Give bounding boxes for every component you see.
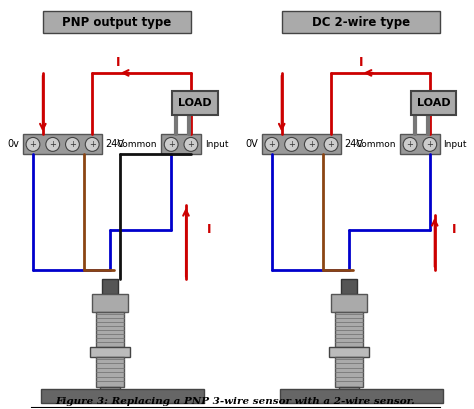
Bar xyxy=(96,357,124,387)
Bar xyxy=(339,387,359,395)
Text: DC 2-wire type: DC 2-wire type xyxy=(311,16,410,29)
Text: PNP output type: PNP output type xyxy=(62,16,172,29)
Text: Figure 3: Replacing a PNP 3-wire sensor with a 2-wire sensor.: Figure 3: Replacing a PNP 3-wire sensor … xyxy=(55,397,415,406)
Text: I: I xyxy=(358,56,363,70)
Text: +: + xyxy=(168,140,174,149)
Bar xyxy=(400,135,440,154)
Circle shape xyxy=(85,137,99,151)
Bar xyxy=(41,389,204,402)
Text: Common: Common xyxy=(356,140,396,149)
Circle shape xyxy=(164,137,178,151)
Bar xyxy=(329,347,369,357)
Bar xyxy=(102,279,118,294)
Circle shape xyxy=(265,137,279,151)
Bar xyxy=(92,294,128,312)
Text: LOAD: LOAD xyxy=(417,98,451,108)
Bar xyxy=(411,91,456,115)
Circle shape xyxy=(184,137,198,151)
Bar xyxy=(331,294,366,312)
Bar xyxy=(341,279,357,294)
Text: +: + xyxy=(308,140,315,149)
Bar xyxy=(262,135,341,154)
Circle shape xyxy=(403,137,417,151)
Text: +: + xyxy=(407,140,413,149)
Text: +: + xyxy=(188,140,194,149)
Text: Common: Common xyxy=(117,140,157,149)
Bar xyxy=(280,389,443,402)
Text: +: + xyxy=(49,140,56,149)
Bar xyxy=(96,312,124,347)
Text: 24V: 24V xyxy=(105,139,124,149)
Text: +: + xyxy=(29,140,36,149)
Text: +: + xyxy=(426,140,433,149)
Circle shape xyxy=(324,137,338,151)
Circle shape xyxy=(26,137,40,151)
Circle shape xyxy=(423,137,437,151)
Text: 0v: 0v xyxy=(7,139,19,149)
Bar xyxy=(335,357,363,387)
Bar xyxy=(23,135,102,154)
Text: 0V: 0V xyxy=(245,139,258,149)
Text: Input: Input xyxy=(444,140,467,149)
Text: +: + xyxy=(328,140,335,149)
Bar xyxy=(100,387,120,395)
Circle shape xyxy=(46,137,60,151)
Text: +: + xyxy=(268,140,275,149)
Text: +: + xyxy=(69,140,76,149)
Bar xyxy=(161,135,201,154)
Bar xyxy=(43,11,191,33)
Text: +: + xyxy=(288,140,295,149)
Bar xyxy=(282,11,440,33)
Circle shape xyxy=(304,137,318,151)
Circle shape xyxy=(285,137,299,151)
Text: I: I xyxy=(452,223,457,236)
Text: 24V: 24V xyxy=(344,139,363,149)
Text: I: I xyxy=(116,56,120,70)
Bar xyxy=(335,312,363,347)
Bar xyxy=(172,91,218,115)
Text: LOAD: LOAD xyxy=(178,98,212,108)
Circle shape xyxy=(65,137,79,151)
Bar xyxy=(90,347,130,357)
Text: Input: Input xyxy=(205,140,228,149)
Text: I: I xyxy=(206,223,211,236)
Text: +: + xyxy=(89,140,96,149)
